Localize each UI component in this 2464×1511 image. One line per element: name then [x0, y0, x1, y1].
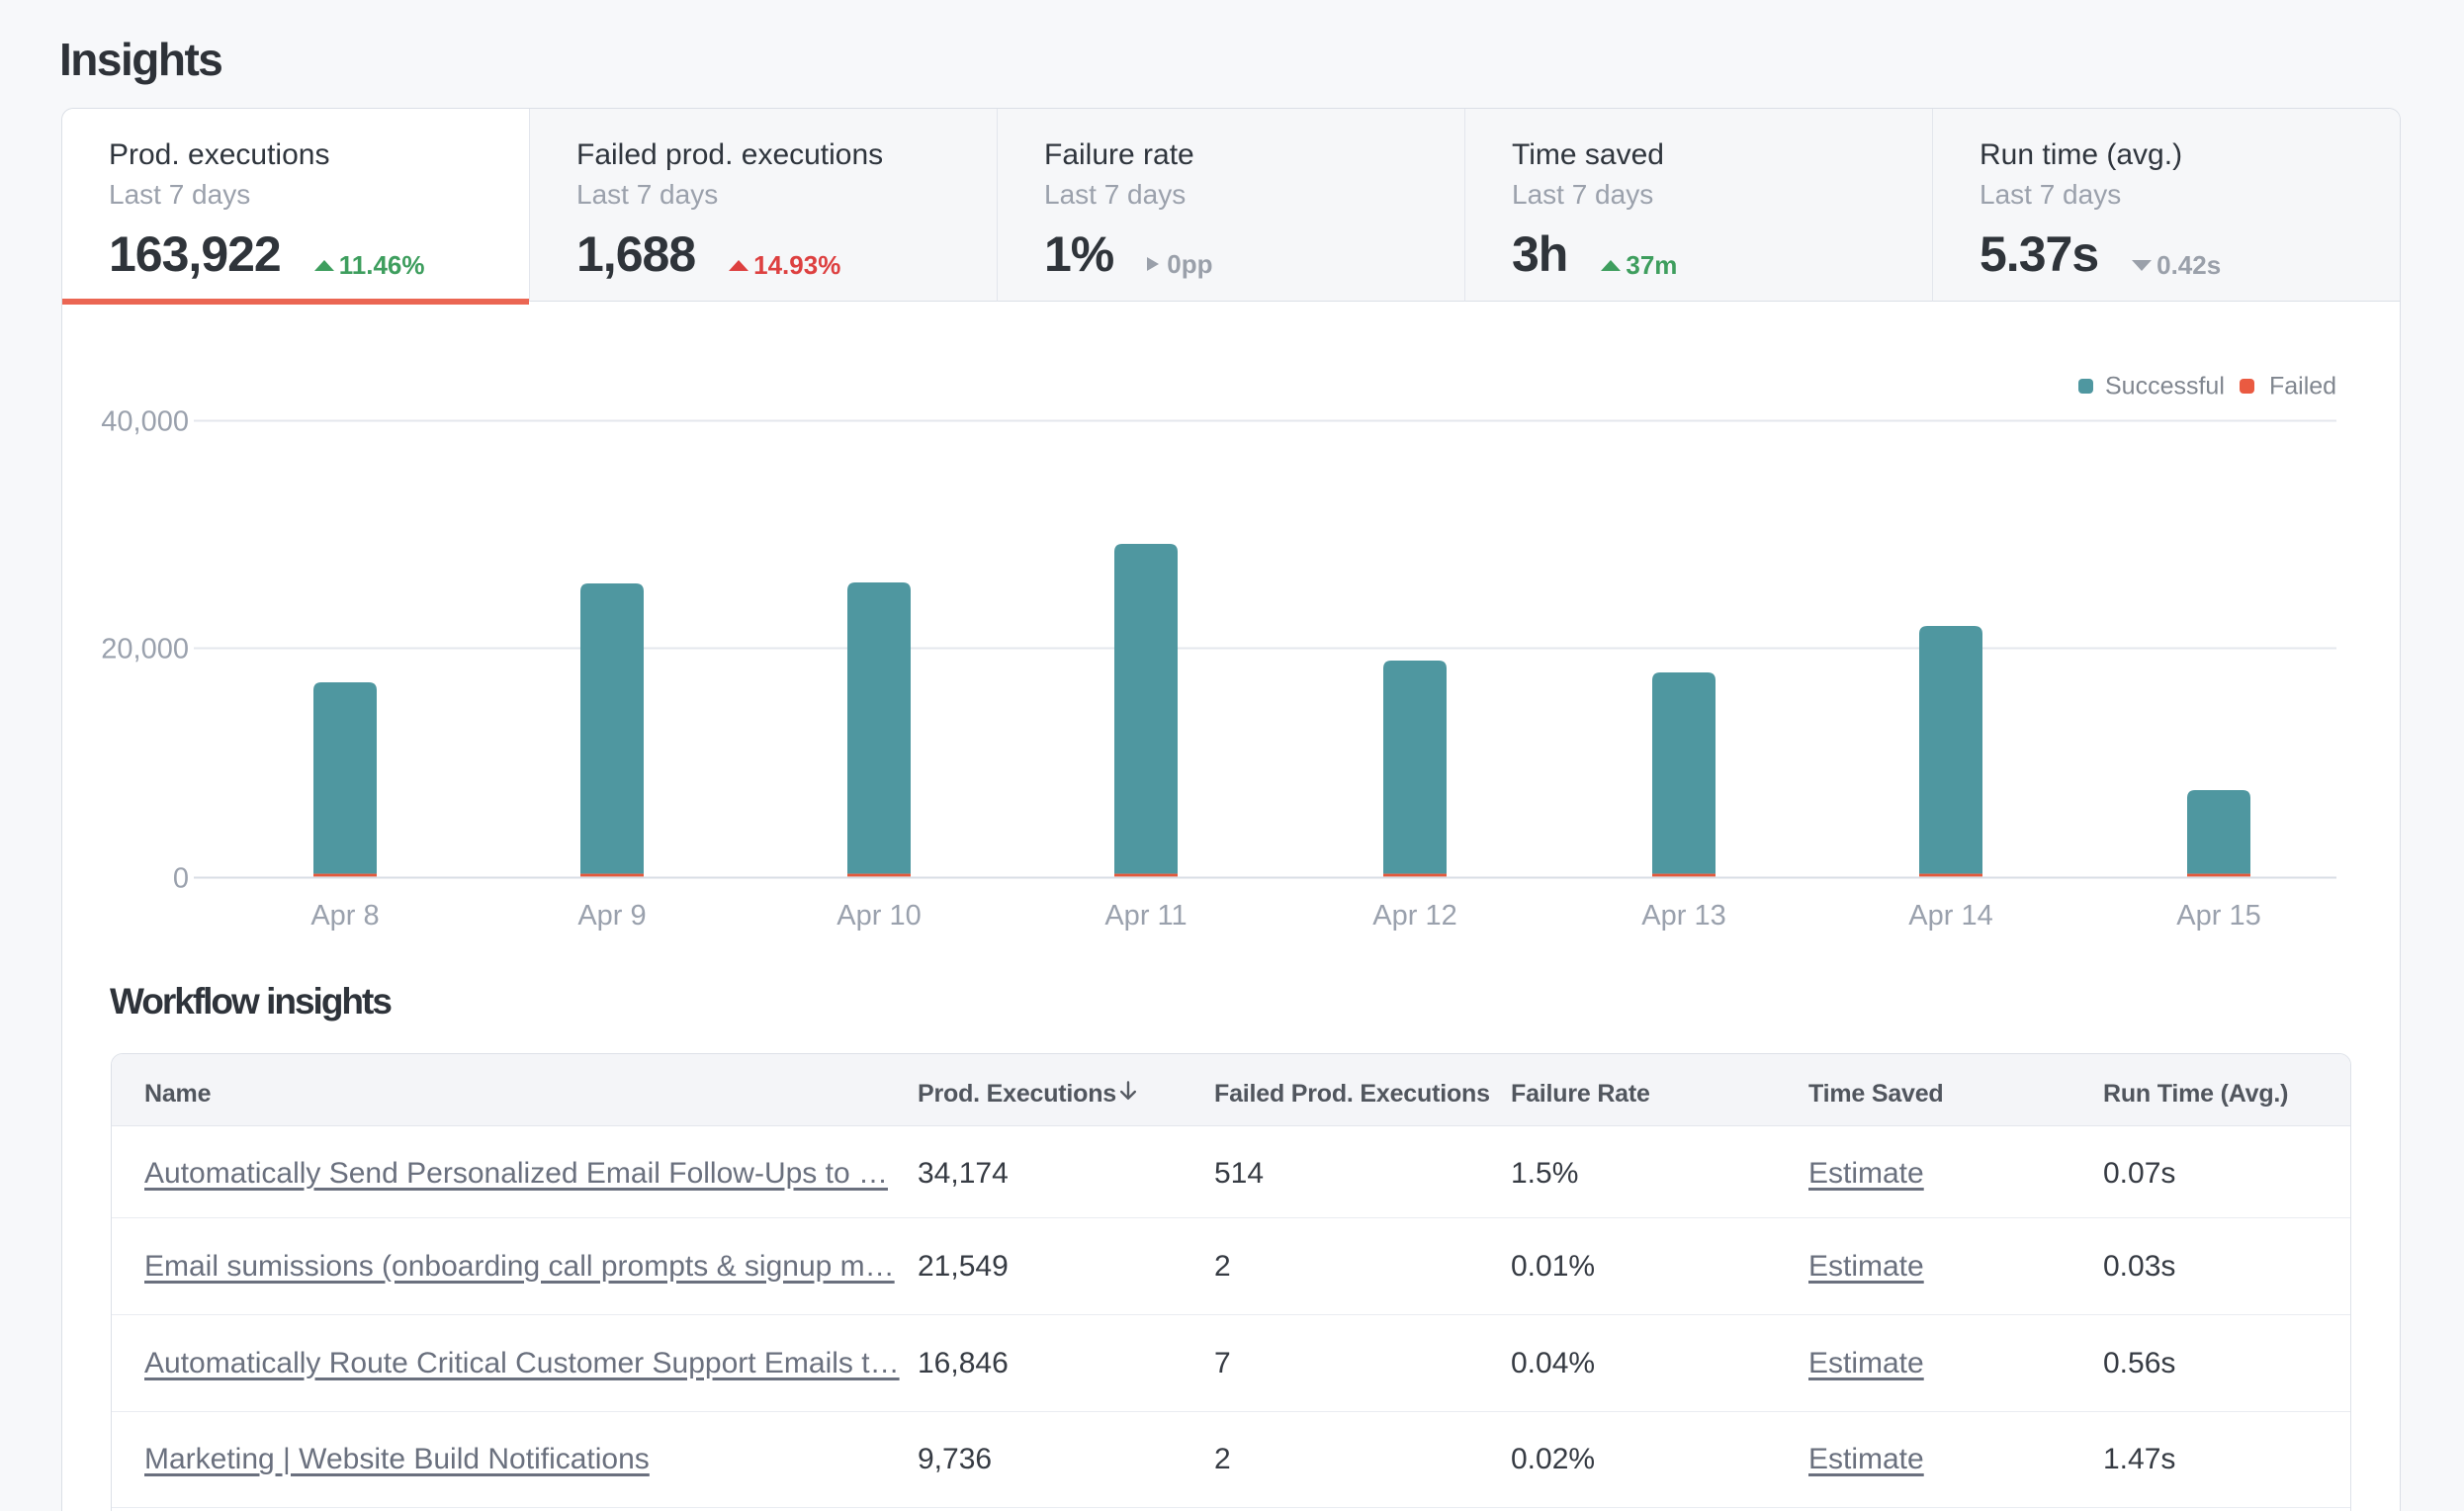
svg-text:Apr 9: Apr 9	[577, 900, 646, 932]
svg-text:Successful: Successful	[2105, 373, 2225, 400]
svg-text:Apr 8: Apr 8	[310, 900, 379, 932]
svg-text:Apr 10: Apr 10	[836, 900, 921, 932]
svg-text:40,000: 40,000	[101, 406, 189, 438]
svg-text:Apr 11: Apr 11	[1104, 900, 1187, 932]
svg-text:Apr 15: Apr 15	[2176, 900, 2260, 932]
svg-text:Apr 13: Apr 13	[1641, 900, 1725, 932]
svg-text:Apr 12: Apr 12	[1372, 900, 1456, 932]
svg-text:0: 0	[173, 863, 189, 895]
svg-text:20,000: 20,000	[101, 634, 189, 666]
svg-text:Apr 14: Apr 14	[1908, 900, 1992, 932]
svg-text:Failed: Failed	[2269, 373, 2336, 400]
